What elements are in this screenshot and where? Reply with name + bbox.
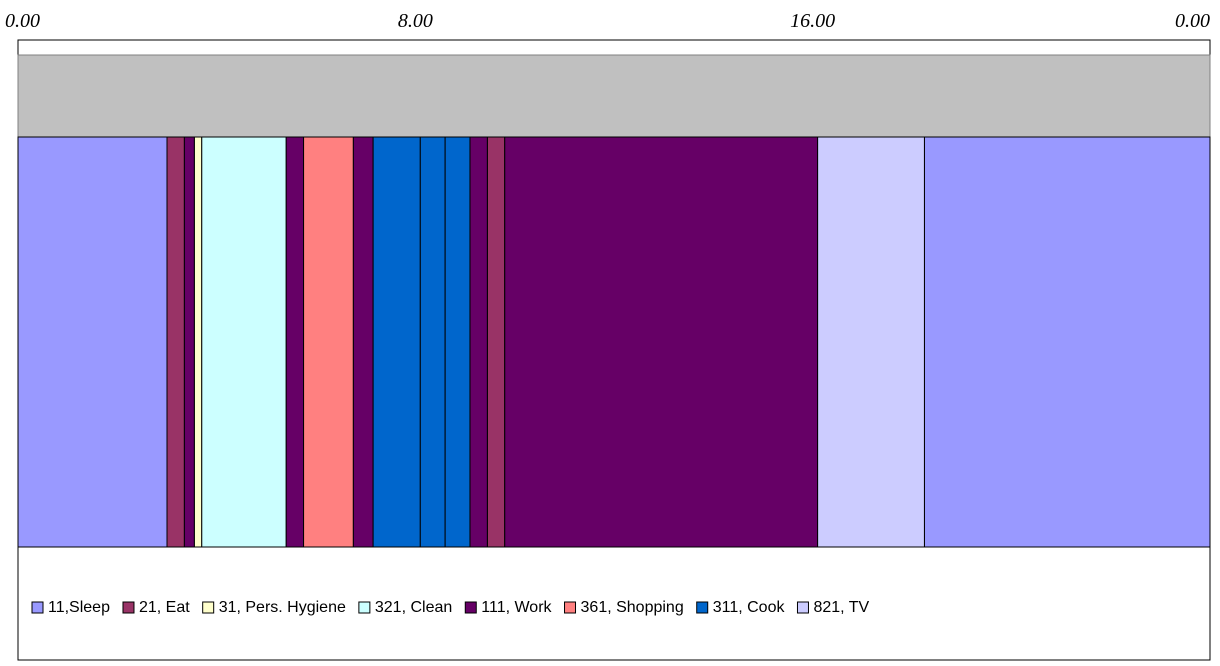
activity-segment: [923, 136, 1211, 548]
activity-segment: [193, 136, 203, 548]
activity-segment: [285, 136, 305, 548]
activity-segment: [444, 136, 471, 548]
activity-segment: [166, 136, 185, 548]
legend-swatch: [564, 601, 577, 614]
legend-swatch: [122, 601, 135, 614]
activity-segment: [201, 136, 287, 548]
legend-swatch: [696, 601, 709, 614]
activity-segment: [303, 136, 354, 548]
legend-label: 321, Clean: [375, 599, 452, 616]
activity-segment: [469, 136, 488, 548]
legend-swatch: [31, 601, 44, 614]
activity-segment: [372, 136, 421, 548]
legend-label: 361, Shopping: [581, 599, 684, 616]
activity-segment: [183, 136, 195, 548]
legend-swatch: [358, 601, 371, 614]
x-tick-label: 8.00: [398, 10, 433, 32]
legend-label: 11,Sleep: [48, 599, 110, 616]
activity-segment: [419, 136, 446, 548]
legend-label: 821, TV: [813, 599, 869, 616]
activity-segment: [486, 136, 506, 548]
legend-swatch: [464, 601, 477, 614]
legend-swatch: [202, 601, 215, 614]
activity-segment: [352, 136, 374, 548]
x-tick-label: 0.00: [1175, 10, 1210, 32]
legend-label: 311, Cook: [713, 599, 786, 616]
legend-swatch: [796, 601, 809, 614]
activity-segment: [817, 136, 925, 548]
legend-label: 31, Pers. Hygiene: [219, 599, 346, 616]
x-tick-label: 16.00: [790, 10, 835, 32]
legend-label: 21, Eat: [139, 599, 190, 616]
legend-label: 111, Work: [481, 599, 552, 616]
activity-segment: [17, 136, 168, 548]
activity-segment: [504, 136, 819, 548]
x-tick-label: 0.00: [5, 10, 40, 32]
